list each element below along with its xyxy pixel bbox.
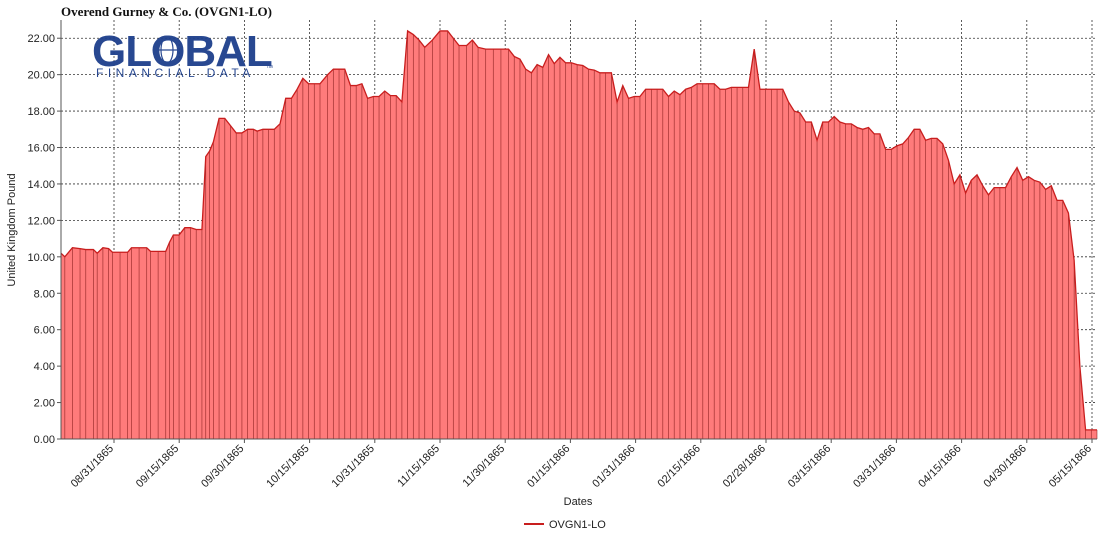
- y-tick-label: 10.00: [27, 252, 55, 264]
- x-tick-label: 09/30/1865: [199, 443, 246, 490]
- x-tick-label: 04/15/1866: [916, 443, 963, 490]
- y-tick-label: 8.00: [34, 288, 55, 300]
- watermark-logo: GLOBAL FINANCIAL DATA ™: [92, 27, 273, 80]
- logo-sub-text: FINANCIAL DATA: [96, 66, 255, 80]
- logo-trademark: ™: [266, 65, 273, 72]
- y-tick-label: 0.00: [34, 434, 55, 446]
- logo-main-text: GLOBAL: [92, 27, 272, 76]
- x-tick-label: 08/31/1865: [69, 443, 116, 490]
- x-tick-label: 10/31/1865: [330, 443, 377, 490]
- x-tick-label: 11/30/1865: [460, 443, 507, 490]
- y-tick-label: 14.00: [27, 179, 55, 191]
- x-axis-label: Dates: [564, 496, 593, 508]
- x-tick-label: 04/30/1866: [982, 443, 1029, 490]
- y-tick-label: 2.00: [34, 398, 55, 410]
- x-tick-label: 02/28/1866: [721, 443, 768, 490]
- y-tick-label: 16.00: [27, 143, 55, 155]
- x-tick-label: 01/15/1866: [525, 443, 572, 490]
- axes: [60, 20, 1097, 440]
- y-tick-label: 18.00: [27, 106, 55, 118]
- legend: OVGN1-LO: [524, 519, 606, 531]
- area-layer: [60, 29, 1098, 440]
- x-tick-label: 11/15/1865: [395, 443, 442, 490]
- x-tick-label: 03/15/1866: [786, 443, 833, 490]
- y-axis-label: United Kingdom Pound: [6, 173, 18, 286]
- legend-label: OVGN1-LO: [549, 519, 606, 531]
- x-axis-ticks: 08/31/1865 09/15/1865 09/30/1865 10/15/1865…: [69, 439, 1094, 490]
- x-tick-label: 01/31/1866: [590, 443, 637, 490]
- x-tick-label: 10/15/1865: [264, 443, 311, 490]
- x-tick-label: 09/15/1865: [134, 443, 181, 490]
- y-tick-label: 6.00: [34, 325, 55, 337]
- y-tick-label: 4.00: [34, 361, 55, 373]
- series-line: [60, 29, 1097, 431]
- y-tick-label: 12.00: [27, 215, 55, 227]
- y-axis-ticks: 0.00 2.00 4.00 6.00 8.00 10.00 12.00 14.00 16.00…: [27, 33, 61, 446]
- x-tick-label: 03/31/1866: [851, 443, 898, 490]
- x-tick-label: 02/15/1866: [656, 443, 703, 490]
- x-tick-label: 05/15/1866: [1047, 443, 1094, 490]
- y-tick-label: 22.00: [27, 33, 55, 45]
- chart-title: Overend Gurney & Co. (OVGN1-LO): [61, 4, 272, 19]
- y-tick-label: 20.00: [27, 70, 55, 82]
